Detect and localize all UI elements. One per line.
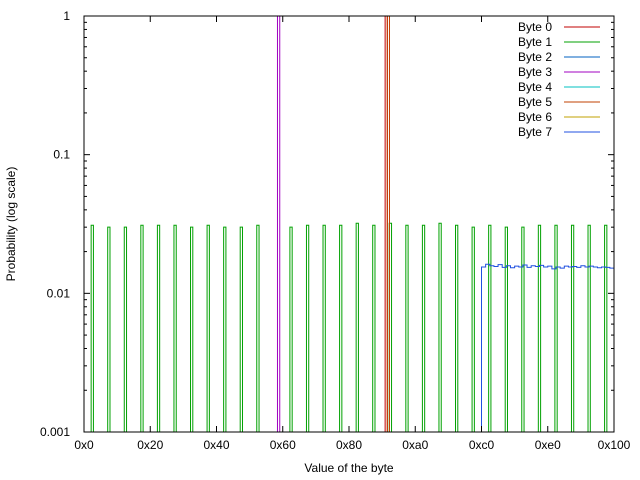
byte-1-spike [488, 224, 492, 432]
byte-1-spike [322, 224, 326, 432]
legend-label: Byte 3 [518, 65, 552, 79]
byte-1-spike [521, 226, 525, 432]
x-tick-label: 0x80 [336, 438, 362, 452]
y-axis-label: Probability (log scale) [4, 167, 18, 282]
byte-1-spike [372, 224, 376, 432]
byte-1-spike [604, 224, 608, 432]
byte-1-spike [339, 224, 343, 432]
legend-label: Byte 2 [518, 50, 552, 64]
x-tick-label: 0x0 [74, 438, 94, 452]
byte-1-spike [140, 224, 144, 432]
legend-label: Byte 0 [518, 20, 552, 34]
y-tick-label: 1 [63, 9, 70, 23]
byte-1-spike [455, 224, 459, 432]
axis-ticks: 0x0 0x20 0x40 0x60 0x80 0xa0 0xc0 0xe0 0x100 0.00… [40, 9, 631, 452]
x-tick-label: 0x20 [137, 438, 163, 452]
byte-1-spike [289, 226, 293, 432]
plot-series [90, 15, 614, 432]
byte-1-spike [355, 222, 359, 432]
x-tick-label: 0xc0 [469, 438, 495, 452]
x-axis-label: Value of the byte [304, 461, 394, 475]
byte-1-spike [123, 226, 128, 432]
legend-label: Byte 7 [518, 125, 552, 139]
byte-1-spike [405, 224, 409, 432]
legend-label: Byte 4 [518, 80, 552, 94]
byte-1-spike [421, 224, 426, 432]
x-tick-label: 0xe0 [535, 438, 561, 452]
byte-1-spike [471, 226, 475, 432]
byte-1-spike [537, 224, 542, 432]
legend-label: Byte 1 [518, 35, 552, 49]
x-tick-label: 0x60 [270, 438, 296, 452]
byte-1-spike [570, 224, 575, 432]
byte-1-spike [190, 226, 194, 432]
legend-label: Byte 6 [518, 110, 552, 124]
y-tick-label: 0.1 [53, 148, 70, 162]
byte-5-spike [386, 15, 390, 432]
byte-1-spike [223, 226, 227, 432]
byte-1-spike [504, 226, 508, 432]
byte-1-spike [554, 224, 558, 432]
byte-1-spike [206, 224, 210, 432]
byte-1-spike [438, 222, 442, 432]
byte-1-spike [107, 226, 111, 432]
byte-1-spike [90, 224, 94, 432]
byte-1-spike [239, 226, 243, 432]
y-tick-label: 0.001 [40, 425, 70, 439]
byte-1-spike [156, 224, 161, 432]
y-tick-label: 0.01 [47, 286, 71, 300]
byte-3-spike [276, 15, 281, 432]
legend-label: Byte 5 [518, 95, 552, 109]
x-tick-label: 0x40 [203, 438, 229, 452]
x-tick-label: 0xa0 [402, 438, 428, 452]
byte-1-spike [256, 224, 260, 432]
byte-1-spike [587, 224, 591, 432]
byte-7-step-line [481, 263, 614, 432]
x-tick-label: 0x100 [598, 438, 631, 452]
byte-1-spike [173, 224, 177, 432]
byte-1-spike [305, 224, 310, 432]
